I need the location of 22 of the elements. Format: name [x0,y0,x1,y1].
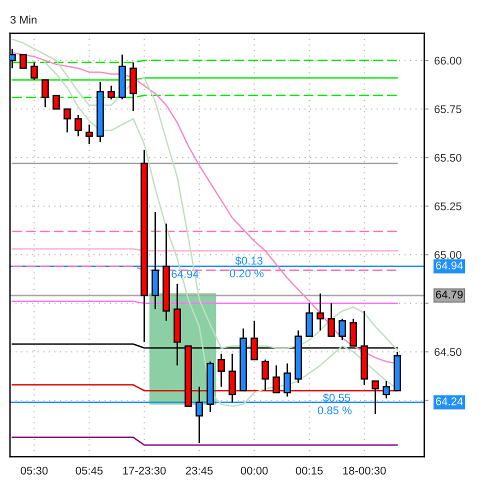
ref-line-label: 64.79 [436,290,463,298]
x-tick-label: 17-23:30 [123,466,166,475]
annotation: $0.13 [235,256,262,266]
x-tick-label: 00:00 [240,466,268,475]
y-tick-label: 65.25 [434,202,462,210]
ref-line-label: 64.24 [436,397,463,406]
y-tick-label: 65.50 [434,154,462,162]
y-tick-label: 64.50 [434,348,462,356]
y-tick-label: 66.00 [434,56,462,65]
annotation: $0.55 [322,393,350,402]
x-tick-label: 05:30 [20,466,48,475]
x-tick-label: 05:45 [76,466,103,475]
annotation: 0.85 % [318,406,352,414]
x-tick-label: 23:45 [186,466,213,475]
y-tick-label: 65.00 [434,250,462,259]
ref-line-label: 64.94 [436,261,463,270]
annotation: 0.20 % [230,269,264,278]
x-tick-label: 00:15 [296,466,323,475]
chart-title: 3 Min [10,16,36,24]
y-tick-label: 65.75 [434,105,462,114]
annotation: 64.94 [172,270,199,278]
x-tick-label: 18-00:30 [343,466,386,475]
